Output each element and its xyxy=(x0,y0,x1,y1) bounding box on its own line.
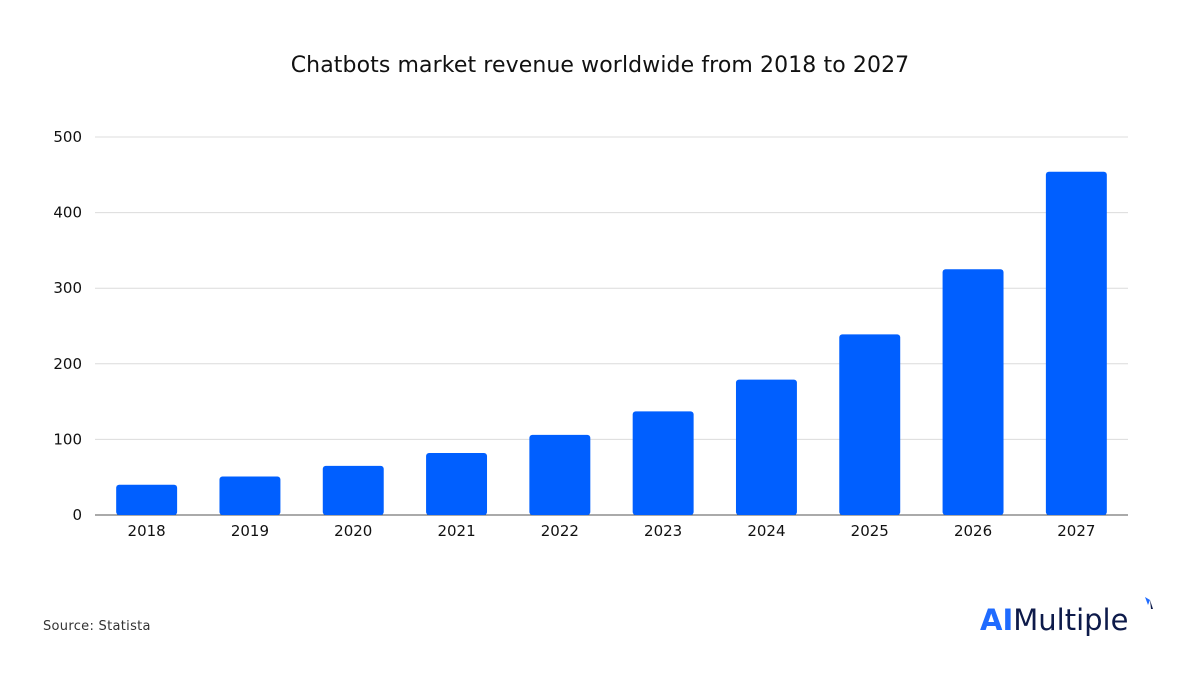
aimultiple-logo: AIMultiple xyxy=(980,600,1128,640)
x-tick-label: 2026 xyxy=(954,522,992,540)
x-tick-label: 2019 xyxy=(231,522,269,540)
bar-2019 xyxy=(219,476,281,515)
bar-2025 xyxy=(839,334,901,515)
y-tick-label: 400 xyxy=(53,204,82,222)
bar-2018 xyxy=(116,484,178,515)
logo-multiple-text: Multiple xyxy=(1013,603,1129,637)
y-tick-label: 300 xyxy=(53,279,82,297)
x-tick-label: 2023 xyxy=(644,522,682,540)
bar-2020 xyxy=(322,465,384,515)
x-tick-label: 2018 xyxy=(128,522,166,540)
x-tick-labels: 2018 2019 2020 2021 2022 2023 2024 2025 2026 2027 xyxy=(128,522,1096,540)
source-note: Source: Statista xyxy=(43,619,151,634)
x-tick-label: 2022 xyxy=(541,522,579,540)
logo-mark-icon xyxy=(1145,597,1153,609)
bar-2021 xyxy=(426,453,488,515)
chart-title: Chatbots market revenue worldwide from 2… xyxy=(290,53,910,78)
y-tick-label: 0 xyxy=(72,506,82,524)
bar-2027 xyxy=(1045,171,1107,515)
x-tick-label: 2024 xyxy=(747,522,785,540)
y-tick-labels: 0 100 200 300 400 500 xyxy=(53,128,82,524)
bars xyxy=(116,171,1107,515)
y-tick-label: 100 xyxy=(53,430,82,448)
x-tick-label: 2020 xyxy=(334,522,372,540)
y-tick-label: 200 xyxy=(53,355,82,373)
bar-2024 xyxy=(735,379,797,515)
bar-2026 xyxy=(942,269,1004,515)
y-tick-label: 500 xyxy=(53,128,82,146)
x-tick-label: 2025 xyxy=(851,522,889,540)
x-tick-label: 2021 xyxy=(437,522,475,540)
x-tick-label: 2027 xyxy=(1057,522,1095,540)
bar-2022 xyxy=(529,434,591,515)
logo-ai-text: AI xyxy=(980,603,1014,637)
bar-2023 xyxy=(632,411,694,515)
